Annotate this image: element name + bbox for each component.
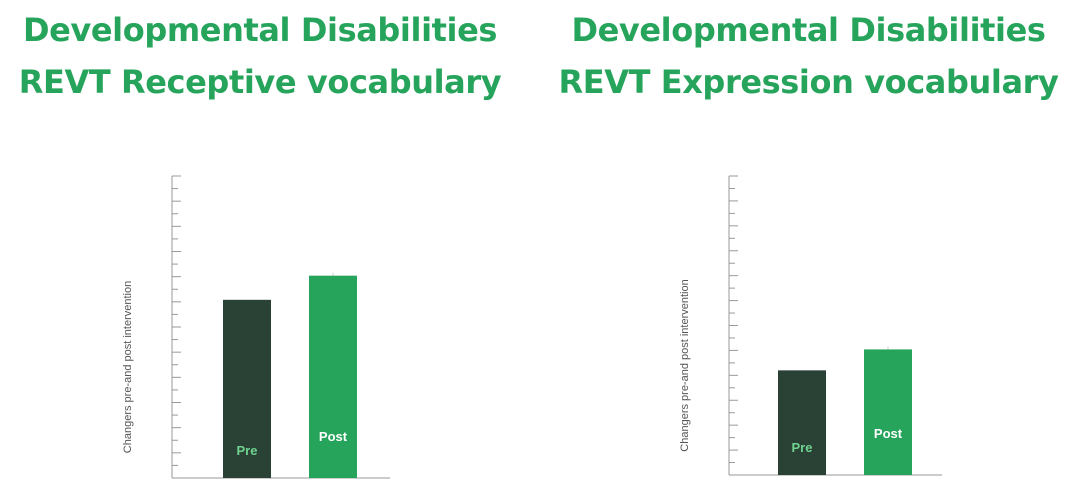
bar-label-post: Post — [874, 426, 903, 441]
bar-post — [309, 275, 357, 478]
chart-panel-receptive: Developmental Disabilities REVT Receptiv… — [0, 0, 520, 493]
bar-label-pre: Pre — [237, 443, 258, 458]
bar-label-post: Post — [319, 429, 348, 444]
bar-label-pre: Pre — [792, 440, 813, 455]
bar-chart-receptive: Changers pre-and post intervention Pre Pos… — [122, 175, 390, 479]
bar-pre — [778, 370, 826, 475]
bar-pre — [223, 299, 271, 478]
bar-post — [864, 349, 912, 475]
chart-title-line-1: Developmental Disabilities — [571, 11, 1046, 49]
bar-chart-expression: Changers pre-and post intervention Pre Pos… — [679, 175, 942, 476]
y-axis-label: Changers pre-and post intervention — [122, 281, 134, 453]
y-axis-label: Changers pre-and post intervention — [679, 279, 691, 451]
chart-title-line-1: Developmental Disabilities — [22, 11, 498, 49]
chart-panel-expression: Developmental Disabilities REVT Expressi… — [540, 0, 1077, 493]
chart-title-line-2: REVT Receptive vocabulary — [18, 63, 502, 101]
chart-title-line-2: REVT Expression vocabulary — [558, 63, 1059, 101]
